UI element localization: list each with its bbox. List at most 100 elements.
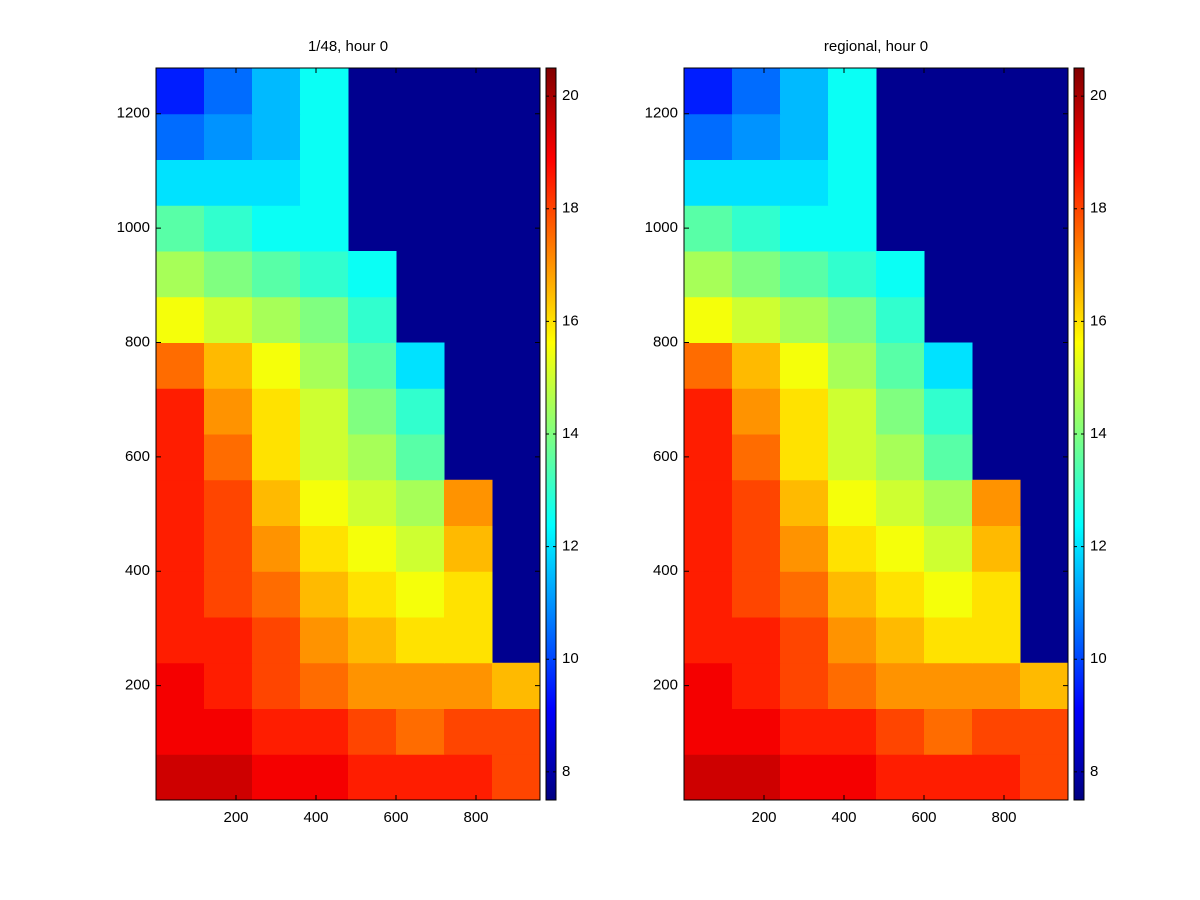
- heat-cell: [876, 708, 925, 755]
- heat-cell: [156, 296, 205, 343]
- heat-cell: [924, 662, 973, 709]
- heat-cell: [732, 479, 781, 526]
- heat-cell: [780, 479, 829, 526]
- heat-cell: [204, 342, 253, 389]
- heat-cell: [396, 754, 445, 801]
- colorbar-tick-label: 10: [1090, 650, 1107, 667]
- y-tick-label: 200: [125, 677, 150, 694]
- heat-cell: [252, 159, 301, 206]
- heat-cell: [204, 251, 253, 298]
- heat-cell: [300, 113, 349, 160]
- y-tick-label: 1000: [645, 219, 678, 236]
- heat-cell: [204, 113, 253, 160]
- heat-cell: [300, 434, 349, 481]
- heat-cell: [972, 525, 1021, 572]
- heat-cell: [156, 388, 205, 435]
- heat-cell: [780, 708, 829, 755]
- heat-cell: [156, 68, 205, 115]
- heat-cell: [252, 388, 301, 435]
- heat-cell: [780, 571, 829, 618]
- heat-cell: [156, 754, 205, 801]
- heat-cell: [348, 388, 397, 435]
- heat-cell: [684, 342, 733, 389]
- heat-cell: [732, 159, 781, 206]
- heat-cell: [252, 296, 301, 343]
- heat-cell: [252, 571, 301, 618]
- heat-cell: [684, 251, 733, 298]
- heat-cell: [780, 296, 829, 343]
- heat-cell: [300, 388, 349, 435]
- heat-cell: [876, 617, 925, 664]
- heat-cell: [732, 251, 781, 298]
- heat-cell: [396, 662, 445, 709]
- heat-cell: [396, 388, 445, 435]
- colorbar-tick-label: 16: [562, 312, 579, 329]
- heat-cell: [204, 205, 253, 252]
- heat-cell: [684, 571, 733, 618]
- heat-cell: [684, 205, 733, 252]
- heat-cell: [252, 113, 301, 160]
- y-tick-label: 600: [653, 448, 678, 465]
- heat-cell: [396, 708, 445, 755]
- heat-cell: [348, 434, 397, 481]
- heat-cell: [972, 754, 1021, 801]
- colorbar-tick-label: 16: [1090, 312, 1107, 329]
- heat-cell: [204, 708, 253, 755]
- heat-cell: [204, 434, 253, 481]
- heat-cell: [348, 479, 397, 526]
- colorbar-tick-label: 14: [1090, 425, 1107, 442]
- heat-cell: [972, 708, 1021, 755]
- heat-cell: [300, 251, 349, 298]
- colorbar-tick-label: 18: [562, 200, 579, 217]
- heat-cell: [396, 342, 445, 389]
- heat-cell: [204, 754, 253, 801]
- heat-cell: [252, 68, 301, 115]
- y-tick-label: 600: [125, 448, 150, 465]
- heat-cell: [780, 205, 829, 252]
- y-tick-label: 1000: [117, 219, 150, 236]
- heat-cell: [828, 205, 877, 252]
- heat-cell: [924, 388, 973, 435]
- heat-cell: [828, 251, 877, 298]
- colorbar-tick-label: 18: [1090, 200, 1107, 217]
- heat-cell: [732, 708, 781, 755]
- heat-cell: [204, 571, 253, 618]
- heat-cell: [444, 617, 493, 664]
- heat-cell: [204, 479, 253, 526]
- y-tick-label: 800: [125, 333, 150, 350]
- heat-cell: [252, 251, 301, 298]
- heat-cell: [156, 525, 205, 572]
- heat-cell: [828, 479, 877, 526]
- heat-cell: [732, 342, 781, 389]
- heat-cell: [828, 434, 877, 481]
- heat-cell: [924, 342, 973, 389]
- heat-cell: [204, 525, 253, 572]
- heat-cell: [396, 617, 445, 664]
- colorbar-tick-label: 20: [562, 87, 579, 104]
- y-tick-label: 800: [653, 333, 678, 350]
- heat-cell: [156, 159, 205, 206]
- heat-cell: [828, 296, 877, 343]
- colorbar-tick-label: 20: [1090, 87, 1107, 104]
- heat-cell: [732, 68, 781, 115]
- x-tick-label: 200: [751, 809, 776, 826]
- heat-cell: [252, 479, 301, 526]
- heat-cell: [1020, 662, 1069, 709]
- heat-cell: [924, 754, 973, 801]
- heat-cell: [876, 525, 925, 572]
- y-tick-label: 200: [653, 677, 678, 694]
- x-tick-label: 200: [223, 809, 248, 826]
- heat-cell: [876, 662, 925, 709]
- heat-cell: [348, 251, 397, 298]
- heat-cell: [300, 342, 349, 389]
- heat-cell: [156, 708, 205, 755]
- heat-cell: [732, 617, 781, 664]
- heat-cell: [156, 205, 205, 252]
- heat-cell: [684, 159, 733, 206]
- heat-cell: [396, 479, 445, 526]
- heat-cell: [732, 571, 781, 618]
- heat-cell: [300, 159, 349, 206]
- heat-cell: [972, 617, 1021, 664]
- heat-cell: [444, 479, 493, 526]
